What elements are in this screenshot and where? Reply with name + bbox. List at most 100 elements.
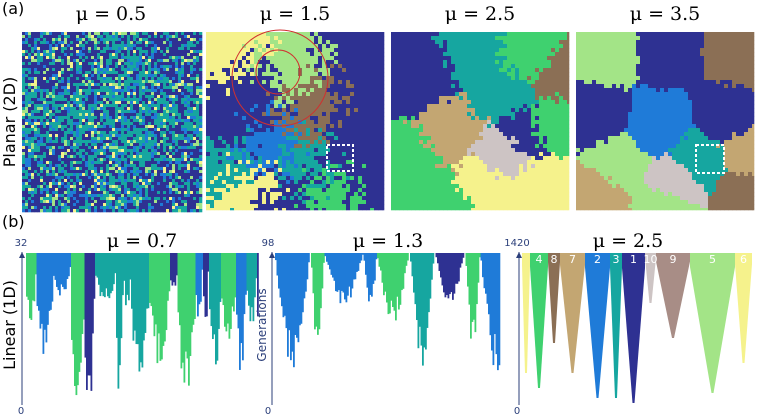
cell: [172, 101, 176, 105]
cell: [314, 80, 319, 85]
cell: [226, 32, 231, 37]
cell: [118, 116, 122, 120]
cell: [34, 47, 38, 51]
cell: [358, 44, 363, 49]
cell: [22, 38, 26, 42]
cell: [218, 56, 223, 61]
cell: [214, 144, 219, 149]
cell: [166, 80, 170, 84]
cell: [118, 80, 122, 84]
cell: [318, 128, 323, 133]
cell: [154, 98, 158, 102]
cell: [88, 173, 92, 177]
cell: [342, 32, 347, 37]
cell: [234, 100, 239, 105]
cell: [85, 155, 89, 159]
cell: [322, 104, 327, 109]
cell: [270, 64, 275, 69]
cell: [199, 188, 203, 192]
cell: [230, 116, 235, 121]
cell: [22, 95, 26, 99]
cell: [148, 68, 152, 72]
cell: [70, 158, 74, 162]
cell: [172, 95, 176, 99]
cell: [169, 68, 173, 72]
cell: [52, 110, 56, 114]
cell: [79, 110, 83, 114]
cell: [130, 53, 134, 57]
cell: [250, 40, 255, 45]
cell: [370, 40, 375, 45]
cell: [350, 136, 355, 141]
cell: [306, 52, 311, 57]
cell: [79, 119, 83, 123]
cell: [262, 100, 267, 105]
cell: [115, 128, 119, 132]
axis-top-label: 1420: [504, 238, 529, 249]
cell: [70, 149, 74, 153]
cell: [163, 167, 167, 171]
cell: [142, 65, 146, 69]
cell: [314, 76, 319, 81]
cell: [103, 155, 107, 159]
cell: [193, 158, 197, 162]
cell: [112, 68, 116, 72]
cell: [226, 108, 231, 113]
cell: [157, 53, 161, 57]
cell: [52, 32, 56, 36]
cell: [154, 65, 158, 69]
cell: [196, 68, 200, 72]
cell: [242, 60, 247, 65]
cell: [55, 191, 59, 195]
cell: [326, 60, 331, 65]
cell: [28, 134, 32, 138]
cell: [163, 47, 167, 51]
cell: [76, 83, 80, 87]
cell: [127, 77, 131, 81]
cell: [79, 95, 83, 99]
cell: [278, 60, 283, 65]
cell: [124, 65, 128, 69]
cell: [94, 77, 98, 81]
cell: [270, 148, 275, 153]
cell: [40, 89, 44, 93]
cell: [196, 131, 200, 135]
cell: [172, 170, 176, 174]
cell: [118, 197, 122, 201]
cell: [97, 146, 101, 150]
cell: [55, 74, 59, 78]
cell: [37, 74, 41, 78]
cell: [290, 96, 295, 101]
cell: [127, 185, 131, 189]
cell: [94, 44, 98, 48]
cell: [181, 83, 185, 87]
cell: [278, 148, 283, 153]
cell: [37, 128, 41, 132]
cell: [34, 158, 38, 162]
cell: [22, 74, 26, 78]
cell: [94, 89, 98, 93]
cell: [52, 47, 56, 51]
cell: [184, 182, 188, 186]
cell: [55, 32, 59, 36]
cell: [266, 132, 271, 137]
cell: [350, 132, 355, 137]
cell: [187, 167, 191, 171]
cell: [254, 52, 259, 57]
cell: [166, 62, 170, 66]
cell: [58, 191, 62, 195]
cell: [25, 56, 29, 60]
cell: [118, 113, 122, 117]
cell: [278, 72, 283, 77]
cell: [25, 200, 29, 204]
cell: [79, 32, 83, 36]
cell: [178, 146, 182, 150]
cell: [172, 71, 176, 75]
cell: [218, 84, 223, 89]
cell: [55, 113, 59, 117]
cell: [298, 44, 303, 49]
cell: [274, 108, 279, 113]
cell: [246, 108, 251, 113]
cell: [34, 56, 38, 60]
cell: [350, 140, 355, 145]
